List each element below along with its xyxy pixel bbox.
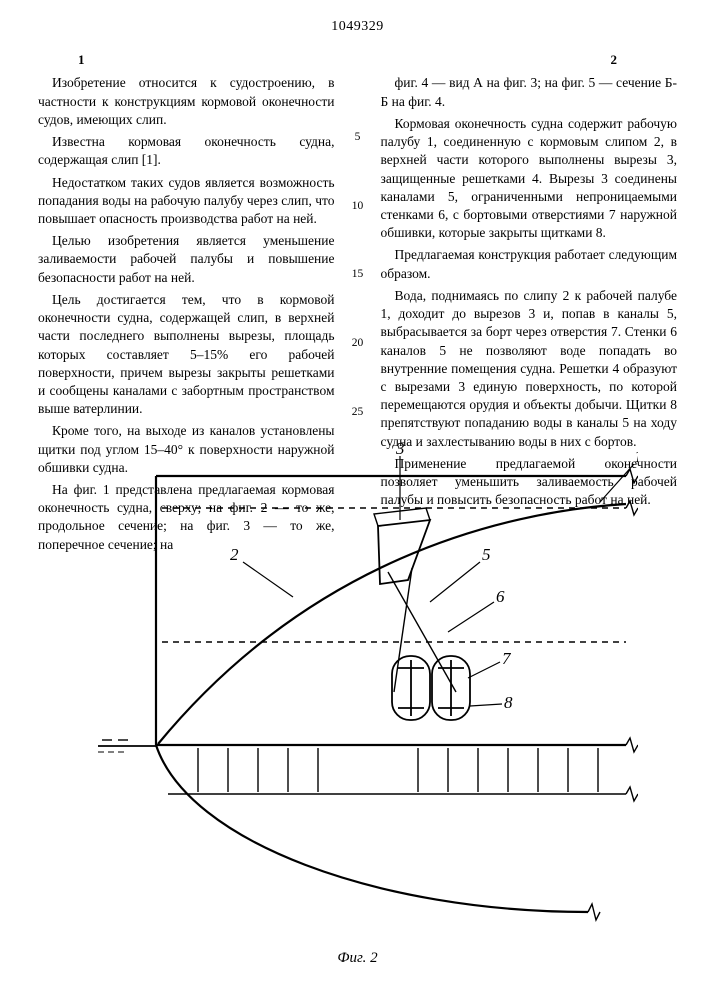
para: Цель достигается тем, что в кормовой око… (38, 291, 335, 419)
line-num: 5 (349, 130, 367, 146)
para: Известна кормовая оконечность судна, сод… (38, 133, 335, 169)
para: Кормовая оконечность судна содержит рабо… (381, 115, 678, 243)
line-num: 25 (349, 405, 367, 421)
right-column: фиг. 4 — вид А на фиг. 3; на фиг. 5 — се… (381, 74, 678, 412)
fig-label-6: 6 (496, 587, 505, 606)
para: Кроме того, на выходе из каналов установ… (38, 422, 335, 477)
fig-label-7: 7 (502, 649, 512, 668)
figure-caption: Фиг. 2 (38, 948, 677, 968)
col-num-left: 1 (78, 51, 85, 69)
para: Недостатком таких судов является возможн… (38, 174, 335, 229)
para: Применение предлагаемой оконечности позв… (381, 455, 678, 510)
para: Изобретение относится к судостроению, в … (38, 74, 335, 129)
col-num-right: 2 (611, 51, 618, 69)
fig-label-8: 8 (504, 693, 513, 712)
para: Вода, поднимаясь по слипу 2 к рабочей па… (381, 287, 678, 451)
para: На фиг. 1 представлена предлагаемая корм… (38, 481, 335, 554)
patent-number: 1049329 (38, 18, 677, 37)
line-num: 20 (349, 336, 367, 352)
line-num: 10 (349, 199, 367, 215)
fig-label-5: 5 (482, 545, 491, 564)
para: Целью изобретения является уменьшение за… (38, 232, 335, 287)
line-numbers: 5 10 15 20 25 (349, 74, 367, 412)
line-num: 15 (349, 267, 367, 283)
para: Предлагаемая конструкция работает следую… (381, 246, 678, 282)
left-column: Изобретение относится к судостроению, в … (38, 74, 335, 412)
para: фиг. 4 — вид А на фиг. 3; на фиг. 5 — се… (381, 74, 678, 110)
